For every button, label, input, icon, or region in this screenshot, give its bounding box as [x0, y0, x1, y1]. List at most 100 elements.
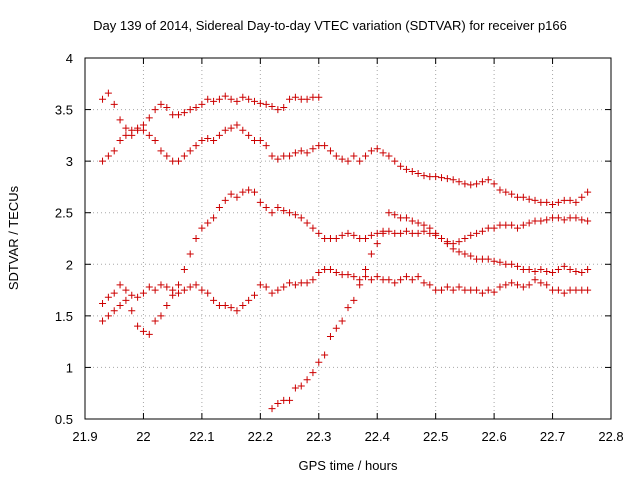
data-point: [210, 97, 218, 105]
data-point: [221, 126, 229, 134]
data-point: [350, 296, 358, 304]
data-point: [239, 126, 247, 134]
data-point: [496, 221, 504, 229]
data-point: [303, 376, 311, 384]
data-point: [467, 231, 475, 239]
data-point: [233, 307, 241, 315]
x-tick-label: 22.5: [423, 429, 448, 444]
data-point: [175, 157, 183, 165]
y-tick-label: 0.5: [55, 412, 73, 427]
data-point: [99, 317, 107, 325]
data-point: [99, 299, 107, 307]
data-point: [186, 283, 194, 291]
data-point: [186, 250, 194, 258]
data-point: [543, 281, 551, 289]
data-point: [391, 211, 399, 219]
data-point: [145, 114, 153, 122]
data-point: [233, 121, 241, 129]
data-point: [309, 224, 317, 232]
data-point: [490, 224, 498, 232]
data-point: [291, 211, 299, 219]
x-tick-label: 22.8: [598, 429, 623, 444]
data-point: [537, 217, 545, 225]
data-point: [245, 186, 253, 194]
data-point: [502, 281, 510, 289]
data-point: [420, 227, 428, 235]
data-point: [455, 283, 463, 291]
data-point: [169, 286, 177, 294]
x-tick-label: 22.1: [189, 429, 214, 444]
data-point: [116, 137, 124, 145]
data-point: [134, 322, 142, 330]
data-point: [151, 137, 159, 145]
data-point: [315, 142, 323, 150]
data-point: [110, 307, 118, 315]
data-point: [385, 276, 393, 284]
data-point: [250, 97, 258, 105]
data-point: [426, 224, 434, 232]
data-point: [513, 224, 521, 232]
data-point: [566, 265, 574, 273]
data-point: [397, 162, 405, 170]
data-point: [198, 224, 206, 232]
data-point: [128, 291, 136, 299]
data-point: [362, 235, 370, 242]
data-point: [379, 149, 387, 157]
data-point: [256, 99, 264, 107]
data-point: [391, 279, 399, 287]
data-point: [519, 221, 527, 229]
data-point: [210, 214, 218, 222]
data-point: [104, 89, 112, 97]
data-point: [157, 100, 165, 108]
data-point: [122, 286, 130, 294]
data-point: [250, 291, 258, 299]
data-point: [151, 286, 159, 294]
data-point: [338, 231, 346, 239]
data-point: [180, 286, 188, 294]
data-point: [554, 214, 562, 222]
data-point: [414, 170, 422, 178]
data-point: [531, 276, 539, 284]
data-point: [560, 289, 568, 297]
data-point: [379, 276, 387, 284]
x-tick-label: 22.7: [540, 429, 565, 444]
data-point: [239, 93, 247, 101]
data-point: [508, 190, 516, 198]
data-point: [315, 229, 323, 237]
data-point: [139, 327, 147, 335]
data-point: [116, 281, 124, 289]
data-point: [280, 152, 288, 160]
data-point: [344, 157, 352, 165]
data-point: [560, 262, 568, 270]
data-point: [321, 142, 329, 150]
data-point: [584, 265, 592, 273]
data-point: [268, 152, 276, 160]
data-point: [286, 279, 294, 287]
data-point: [519, 283, 527, 291]
data-point: [537, 279, 545, 287]
data-point: [572, 268, 580, 276]
data-point: [297, 279, 305, 287]
data-point: [268, 209, 276, 217]
data-point: [122, 131, 130, 139]
data-point: [578, 286, 586, 294]
data-point: [549, 214, 557, 222]
data-point: [128, 126, 136, 134]
data-point: [402, 227, 410, 235]
data-point: [362, 273, 370, 281]
data-point: [192, 142, 200, 150]
data-point: [397, 229, 405, 237]
data-point: [566, 196, 574, 204]
data-point: [280, 396, 288, 404]
data-point: [496, 258, 504, 266]
data-point: [139, 126, 147, 134]
data-point: [367, 276, 375, 284]
data-point: [478, 289, 486, 297]
data-point: [99, 95, 107, 103]
data-point: [151, 106, 159, 114]
data-point: [215, 204, 223, 212]
data-point: [414, 219, 422, 227]
data-point: [478, 178, 486, 186]
data-point: [350, 231, 358, 239]
data-point: [438, 286, 446, 294]
